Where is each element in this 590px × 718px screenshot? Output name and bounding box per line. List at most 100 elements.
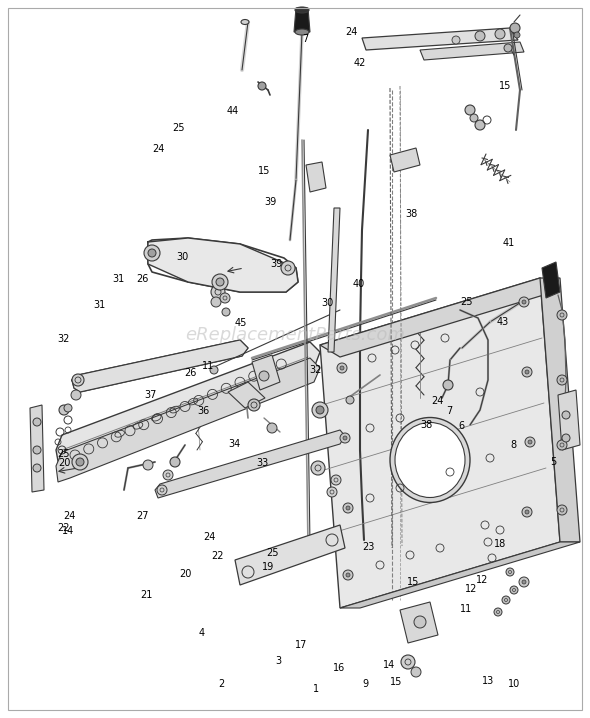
Text: 7: 7: [447, 406, 453, 416]
Circle shape: [220, 293, 230, 303]
Polygon shape: [72, 340, 248, 392]
Text: 8: 8: [510, 440, 516, 450]
Polygon shape: [56, 342, 320, 472]
Circle shape: [510, 586, 518, 594]
Circle shape: [562, 434, 570, 442]
Circle shape: [522, 367, 532, 377]
Text: 12: 12: [465, 584, 477, 594]
Text: 30: 30: [177, 252, 189, 262]
Text: 4: 4: [199, 628, 205, 638]
Text: 26: 26: [137, 274, 149, 284]
Text: 17: 17: [295, 640, 307, 650]
Polygon shape: [400, 602, 438, 643]
Circle shape: [557, 375, 567, 385]
Circle shape: [157, 485, 167, 495]
Circle shape: [311, 461, 325, 475]
Circle shape: [331, 475, 341, 485]
Circle shape: [148, 249, 156, 257]
Circle shape: [506, 568, 514, 576]
Circle shape: [163, 470, 173, 480]
Circle shape: [343, 503, 353, 513]
Text: 11: 11: [202, 361, 214, 371]
Polygon shape: [340, 542, 580, 608]
Text: 23: 23: [363, 542, 375, 552]
Text: 31: 31: [93, 300, 105, 310]
Text: 7: 7: [303, 34, 309, 45]
Text: 44: 44: [227, 106, 239, 116]
Text: 33: 33: [257, 458, 268, 468]
Ellipse shape: [295, 29, 309, 35]
Circle shape: [33, 446, 41, 454]
Circle shape: [259, 371, 269, 381]
Text: 39: 39: [270, 259, 282, 269]
Text: 25: 25: [460, 297, 473, 307]
Text: 42: 42: [354, 58, 366, 68]
Circle shape: [258, 82, 266, 90]
Text: 32: 32: [310, 365, 322, 375]
Text: 24: 24: [345, 27, 357, 37]
Text: 15: 15: [391, 677, 402, 687]
Text: 21: 21: [140, 589, 152, 600]
Text: 26: 26: [184, 368, 196, 378]
Circle shape: [411, 667, 421, 677]
Text: 16: 16: [333, 663, 345, 673]
Polygon shape: [328, 208, 340, 352]
Text: 15: 15: [407, 577, 419, 587]
Polygon shape: [320, 278, 560, 357]
Text: 3: 3: [276, 656, 281, 666]
Circle shape: [452, 36, 460, 44]
Circle shape: [76, 458, 84, 466]
Circle shape: [525, 510, 529, 514]
Text: 14: 14: [384, 660, 395, 670]
Circle shape: [143, 460, 153, 470]
Ellipse shape: [241, 19, 249, 24]
Polygon shape: [56, 358, 320, 482]
Circle shape: [528, 440, 532, 444]
Circle shape: [443, 380, 453, 390]
Circle shape: [210, 366, 218, 374]
Polygon shape: [540, 278, 580, 542]
Text: eReplacementParts.com: eReplacementParts.com: [185, 326, 405, 344]
Circle shape: [340, 366, 344, 370]
Polygon shape: [558, 390, 580, 450]
Circle shape: [470, 114, 478, 122]
Circle shape: [343, 436, 347, 440]
Text: 40: 40: [353, 279, 365, 289]
Polygon shape: [320, 278, 560, 608]
Circle shape: [170, 457, 180, 467]
Text: 25: 25: [172, 123, 185, 133]
Circle shape: [72, 374, 84, 386]
Ellipse shape: [395, 422, 465, 498]
Circle shape: [211, 285, 225, 299]
Text: 24: 24: [64, 510, 76, 521]
Text: 37: 37: [145, 390, 156, 400]
Text: 24: 24: [432, 396, 444, 406]
Circle shape: [504, 44, 512, 52]
Text: 24: 24: [204, 532, 215, 542]
Circle shape: [510, 23, 520, 33]
Circle shape: [216, 278, 224, 286]
Circle shape: [502, 596, 510, 604]
Polygon shape: [362, 28, 518, 50]
Circle shape: [414, 616, 426, 628]
Text: 32: 32: [58, 334, 70, 344]
Circle shape: [557, 440, 567, 450]
Circle shape: [327, 487, 337, 497]
Text: 38: 38: [420, 420, 432, 430]
Circle shape: [337, 363, 347, 373]
Text: 41: 41: [503, 238, 514, 248]
Polygon shape: [252, 355, 280, 390]
Text: 15: 15: [258, 166, 270, 176]
Circle shape: [340, 433, 350, 443]
Circle shape: [343, 570, 353, 580]
Circle shape: [346, 573, 350, 577]
Circle shape: [401, 655, 415, 669]
Text: 2: 2: [218, 679, 224, 689]
Circle shape: [475, 31, 485, 41]
Polygon shape: [420, 42, 524, 60]
Circle shape: [59, 405, 69, 415]
Text: 43: 43: [497, 317, 509, 327]
Text: 36: 36: [198, 406, 209, 416]
Circle shape: [316, 406, 324, 414]
Text: 11: 11: [460, 604, 472, 614]
